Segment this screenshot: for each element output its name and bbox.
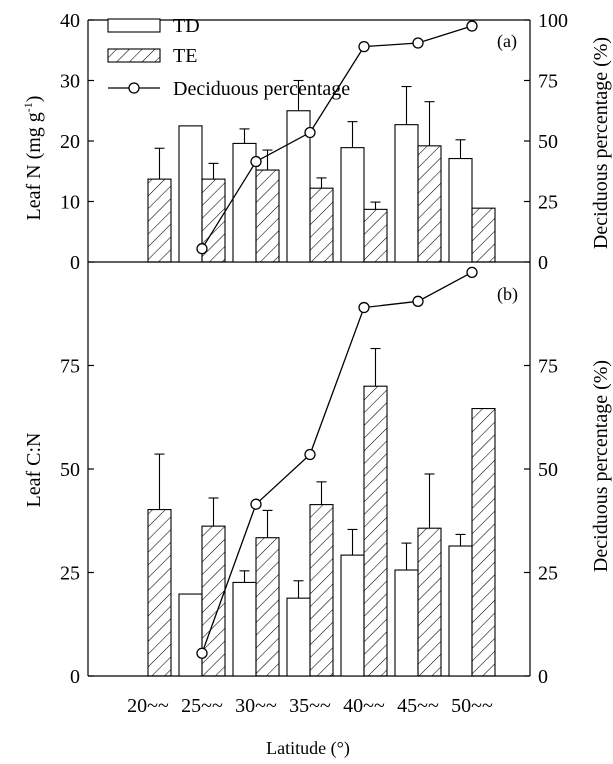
legend-point-swatch xyxy=(128,82,140,94)
y-tick-label: 20 xyxy=(60,131,80,153)
y-tick-label: 75 xyxy=(60,356,80,378)
y-tick-label: 40 xyxy=(60,10,80,32)
deciduous-point xyxy=(304,126,316,139)
te-bar xyxy=(471,207,496,263)
te-bar xyxy=(309,187,334,263)
y2-tick-label: 50 xyxy=(538,459,558,481)
deciduous-point xyxy=(358,40,370,53)
y-tick-label: 0 xyxy=(70,252,80,274)
te-bar xyxy=(255,537,280,677)
legend-te-swatch xyxy=(107,48,161,63)
te-bar xyxy=(147,509,172,677)
y2-tick-label: 100 xyxy=(538,10,568,32)
deciduous-point xyxy=(358,301,370,314)
y2-tick-label: 0 xyxy=(538,252,548,274)
te-bar xyxy=(417,145,442,263)
panel-a-y2-axis-title: Deciduous percentage (%) xyxy=(590,37,612,249)
td-bar xyxy=(178,593,203,677)
y2-tick-label: 25 xyxy=(538,192,558,214)
y-tick-label: 0 xyxy=(70,666,80,688)
deciduous-point xyxy=(196,647,208,659)
deciduous-point xyxy=(466,266,478,279)
legend-label: TD xyxy=(173,15,200,37)
td-bar xyxy=(178,125,203,263)
deciduous-point xyxy=(304,448,316,461)
td-bar xyxy=(286,597,311,677)
deciduous-point xyxy=(412,295,424,307)
td-bar xyxy=(340,554,365,677)
deciduous-point xyxy=(196,243,208,255)
te-bar xyxy=(363,385,388,677)
panel-a-label: (a) xyxy=(497,31,517,52)
legend-label: Deciduous percentage xyxy=(173,78,350,100)
y2-tick-label: 75 xyxy=(538,356,558,378)
te-bar xyxy=(309,504,334,677)
panel-a-y-axis-title: Leaf N (mg g-1) xyxy=(21,96,45,221)
td-bar xyxy=(394,124,419,263)
panel-b: 0 25 50 75 0 25 50 75 (b) Leaf C:N Deciduous pe… xyxy=(23,262,612,688)
x-axis-title: Latitude (°) xyxy=(266,738,350,759)
panel-b-y2-axis-title: Deciduous percentage (%) xyxy=(590,360,612,572)
y2-tick-label: 50 xyxy=(538,131,558,153)
y-tick-label: 50 xyxy=(60,459,80,481)
deciduous-line xyxy=(201,271,473,654)
te-bar xyxy=(471,408,496,677)
y2-tick-label: 75 xyxy=(538,71,558,93)
td-bar xyxy=(394,569,419,677)
deciduous-point xyxy=(250,155,262,168)
deciduous-point xyxy=(466,20,478,32)
x-axis-tick-labels: 20~~ 25~~ 30~~ 35~~ 40~~ 45~~ 50~~ xyxy=(127,695,493,717)
y-tick-label: 10 xyxy=(60,192,80,214)
x-tick-label: 45~~ xyxy=(397,695,439,717)
legend-td-swatch xyxy=(107,18,161,33)
te-bar xyxy=(417,527,442,677)
x-tick-label: 50~~ xyxy=(451,695,493,717)
x-tick-label: 25~~ xyxy=(181,695,223,717)
y-tick-label: 30 xyxy=(60,71,80,93)
panel-b-y-axis-title: Leaf C:N xyxy=(23,433,45,508)
te-bar xyxy=(363,208,388,263)
legend-label: TE xyxy=(173,45,197,67)
td-bar xyxy=(232,581,257,677)
deciduous-line xyxy=(201,25,473,250)
x-tick-label: 20~~ xyxy=(127,695,169,717)
panel-a-deciduous-line xyxy=(196,20,478,255)
y2-tick-label: 25 xyxy=(538,563,558,585)
td-bar xyxy=(448,545,473,677)
panel-b-label: (b) xyxy=(497,284,518,305)
x-tick-label: 40~~ xyxy=(343,695,385,717)
legend: TD TE Deciduous percentage xyxy=(107,15,350,100)
x-tick-label: 30~~ xyxy=(235,695,277,717)
panel-a: 0 10 20 30 40 0 25 50 75 100 TD TE Deciduous percen… xyxy=(21,10,612,274)
td-bar xyxy=(448,157,473,263)
panel-a-bars xyxy=(147,79,496,263)
td-bar xyxy=(340,147,365,263)
te-bar xyxy=(255,169,280,263)
te-bar xyxy=(147,178,172,263)
panel-b-deciduous-line xyxy=(196,266,478,659)
y2-tick-label: 0 xyxy=(538,666,548,688)
x-tick-label: 35~~ xyxy=(289,695,331,717)
y-tick-label: 25 xyxy=(60,563,80,585)
deciduous-point xyxy=(250,498,262,510)
panel-b-bars xyxy=(147,347,496,677)
deciduous-point xyxy=(412,37,424,49)
